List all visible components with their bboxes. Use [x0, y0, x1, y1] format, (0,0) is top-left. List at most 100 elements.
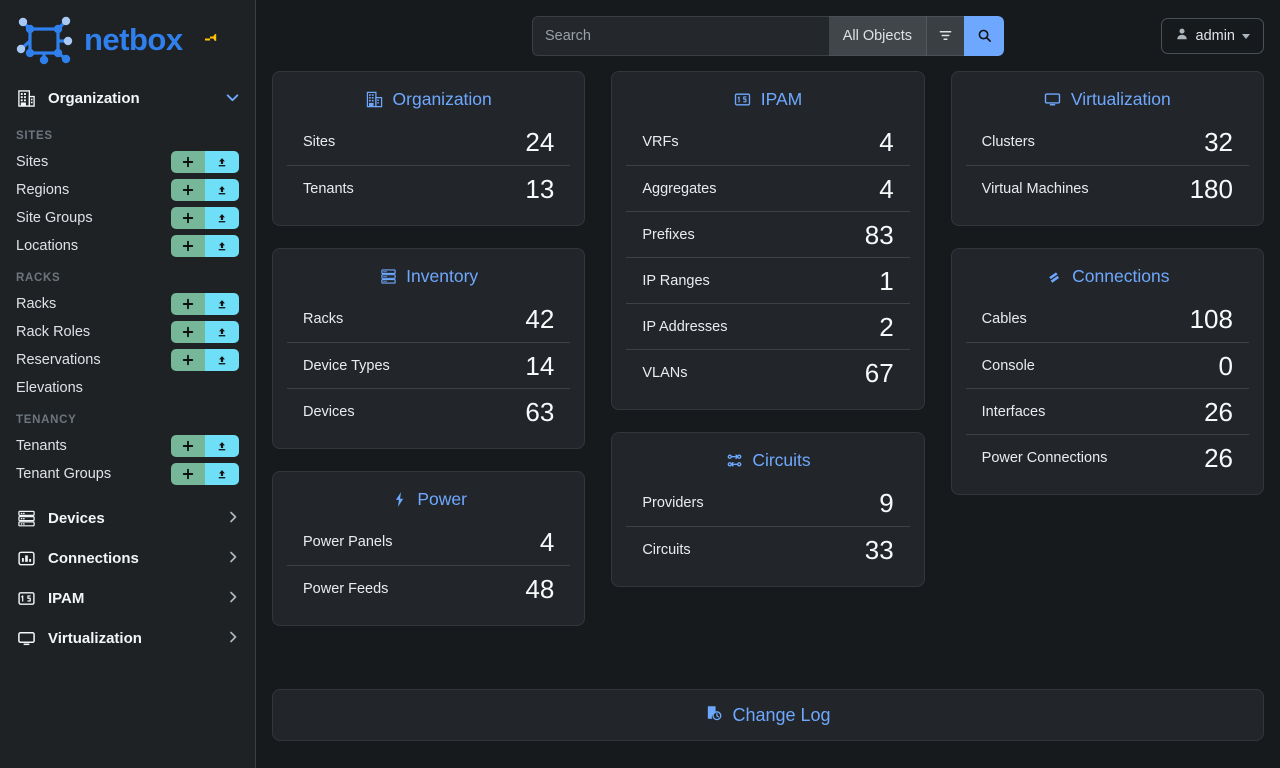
sidebar-item-locations[interactable]: Locations [0, 232, 255, 260]
import-button[interactable] [205, 293, 239, 315]
sidebar-group-devices[interactable]: Devices [0, 498, 255, 538]
user-menu-button[interactable]: admin [1160, 18, 1264, 54]
sidebar-item-sites[interactable]: Sites [0, 148, 255, 176]
chevron-right-icon[interactable] [227, 551, 239, 565]
ipam-icon [734, 91, 752, 109]
import-button[interactable] [205, 435, 239, 457]
card-header[interactable]: Connections [966, 261, 1249, 296]
stat-row[interactable]: Clusters 32 [966, 119, 1249, 165]
add-button[interactable] [171, 435, 205, 457]
stat-row[interactable]: Racks 42 [287, 296, 570, 342]
connections-icon [16, 548, 36, 568]
filter-icon[interactable] [926, 15, 964, 56]
chevron-right-icon[interactable] [227, 511, 239, 525]
sidebar-group-virtualization[interactable]: Virtualization [0, 618, 255, 658]
building-icon [16, 88, 36, 108]
stat-value: 4 [539, 527, 555, 557]
brand[interactable]: netbox [0, 0, 255, 78]
card-title: Organization [392, 89, 492, 109]
sidebar-section-tenancy: Tenancy [16, 414, 77, 426]
changelog-title: Change Log [732, 704, 831, 725]
stat-row[interactable]: Aggregates 4 [626, 165, 910, 211]
add-button[interactable] [171, 321, 205, 343]
stat-label: Power Connections [981, 449, 1108, 466]
stat-row[interactable]: IP Addresses 2 [626, 303, 910, 349]
stat-row[interactable]: Power Connections 26 [965, 434, 1249, 480]
card-header[interactable]: Inventory [287, 261, 570, 296]
stat-row[interactable]: Tenants 13 [287, 165, 571, 211]
stat-row[interactable]: IP Ranges 1 [626, 257, 910, 303]
stat-list: VRFs 4 Aggregates 4 Prefixes 83 IP Ran [626, 119, 910, 395]
sidebar-item-label: Reservations [16, 352, 101, 368]
import-button[interactable] [205, 349, 239, 371]
sidebar-item-site-groups[interactable]: Site Groups [0, 204, 255, 232]
chevron-right-icon[interactable] [227, 631, 239, 645]
stat-row[interactable]: Power Panels 4 [287, 519, 570, 565]
sidebar-group-connections[interactable]: Connections [0, 538, 255, 578]
add-button[interactable] [171, 293, 205, 315]
stat-row[interactable]: VRFs 4 [626, 119, 909, 165]
stat-label: VLANs [642, 364, 688, 381]
sidebar-item-rack-roles[interactable]: Rack Roles [0, 318, 255, 346]
sidebar-group-organization[interactable]: Organization [0, 78, 255, 118]
stat-value: 48 [525, 573, 555, 604]
add-button[interactable] [171, 235, 205, 257]
netbox-logo-icon [16, 13, 74, 65]
stat-row[interactable]: Console 0 [965, 342, 1249, 388]
sidebar-item-reservations[interactable]: Reservations [0, 346, 255, 374]
import-button[interactable] [205, 179, 239, 201]
sidebar-action-buttons [171, 151, 239, 173]
add-button[interactable] [171, 463, 205, 485]
monitor-icon [1044, 91, 1062, 109]
stat-row[interactable]: Prefixes 83 [626, 211, 910, 257]
stat-row[interactable]: VLANs 67 [626, 349, 910, 395]
changelog-header[interactable]: Change Log [287, 704, 1249, 726]
stat-label: Device Types [303, 357, 390, 374]
stat-row[interactable]: Providers 9 [626, 480, 909, 526]
import-button[interactable] [205, 463, 239, 485]
sidebar-item-regions[interactable]: Regions [0, 176, 255, 204]
dashboard-column-3: Virtualization Clusters 32 Virtual Machi… [950, 71, 1264, 495]
add-button[interactable] [171, 179, 205, 201]
stat-row[interactable]: Circuits 33 [626, 526, 910, 572]
stat-list: Cables 108 Console 0 Interfaces 26 Pow [965, 296, 1249, 480]
stat-row[interactable]: Power Feeds 48 [287, 565, 571, 611]
card-header[interactable]: Circuits [626, 445, 909, 480]
sidebar-group-ipam[interactable]: IPAM [0, 578, 255, 618]
import-button[interactable] [205, 151, 239, 173]
stat-row[interactable]: Interfaces 26 [965, 388, 1249, 434]
sidebar-item-label: Locations [16, 238, 79, 254]
stat-value: 9 [879, 488, 894, 518]
sidebar-item-tenants[interactable]: Tenants [0, 432, 255, 460]
stat-row[interactable]: Sites 24 [287, 119, 570, 165]
pin-icon[interactable] [203, 31, 219, 47]
card-header[interactable]: IPAM [626, 84, 909, 119]
card-header[interactable]: Virtualization [966, 84, 1249, 119]
import-button[interactable] [205, 321, 239, 343]
dashboard-column-1: Organization Sites 24 Tenants 13 [272, 71, 586, 626]
chevron-down-icon[interactable] [226, 91, 239, 106]
search-input[interactable] [532, 15, 829, 56]
stat-label: Prefixes [642, 226, 695, 243]
card-header[interactable]: Power [287, 484, 570, 519]
stat-label: Sites [303, 134, 336, 150]
add-button[interactable] [171, 151, 205, 173]
import-button[interactable] [205, 235, 239, 257]
sidebar-item-racks[interactable]: Racks [0, 290, 255, 318]
object-type-selector[interactable]: All Objects [828, 15, 926, 56]
add-button[interactable] [171, 207, 205, 229]
import-button[interactable] [205, 207, 239, 229]
stat-row[interactable]: Cables 108 [966, 296, 1249, 342]
chevron-right-icon[interactable] [227, 591, 239, 605]
stat-row[interactable]: Devices 63 [287, 388, 571, 434]
search-button[interactable] [964, 15, 1004, 56]
sidebar-item-elevations[interactable]: Elevations [0, 374, 255, 402]
card-title: Power [417, 489, 467, 509]
brand-name: netbox [84, 21, 183, 57]
stat-row[interactable]: Virtual Machines 180 [965, 165, 1249, 211]
stat-row[interactable]: Device Types 14 [287, 342, 571, 388]
card-header[interactable]: Organization [287, 84, 570, 119]
sidebar-item-tenant-groups[interactable]: Tenant Groups [0, 460, 255, 488]
stat-value: 26 [1204, 396, 1233, 427]
add-button[interactable] [171, 349, 205, 371]
